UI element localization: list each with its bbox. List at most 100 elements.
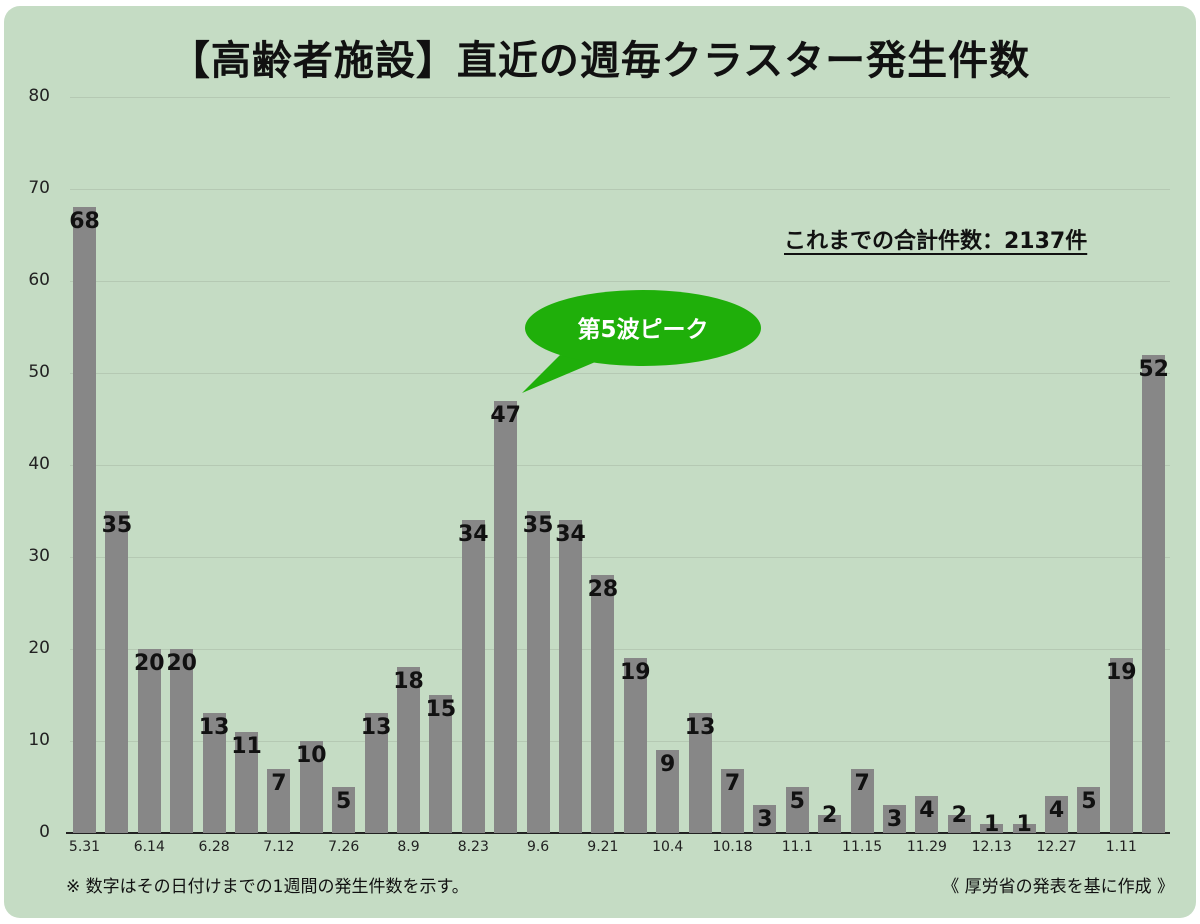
bar-value-label: 11 <box>231 733 262 759</box>
bar-value-label: 13 <box>684 715 716 741</box>
x-tick-label: 1.11 <box>1105 839 1137 855</box>
gridline <box>70 557 1170 558</box>
bar <box>1142 354 1166 833</box>
bar <box>267 768 291 833</box>
chart-title: 【高齢者施設】直近の週毎クラスター発生件数 <box>169 38 1031 84</box>
x-tick-label: 11.1 <box>781 839 813 855</box>
y-tick-label: 50 <box>28 362 50 382</box>
bar-value-label: 68 <box>69 209 100 235</box>
y-tick-label: 10 <box>28 730 50 750</box>
callout-bubble <box>525 290 761 366</box>
bar <box>850 768 874 833</box>
bar <box>170 649 194 833</box>
bar-value-label: 13 <box>360 715 392 741</box>
bar <box>818 814 842 833</box>
bar-value-label: 7 <box>271 770 287 796</box>
bar-value-label: 5 <box>1081 789 1097 814</box>
bar <box>299 741 323 833</box>
y-tick-label: 70 <box>28 178 50 198</box>
bar <box>623 658 647 833</box>
bar <box>980 823 1004 833</box>
bar <box>591 575 615 833</box>
gridline <box>70 649 1170 650</box>
x-tick-label: 7.26 <box>328 839 360 855</box>
bar <box>915 796 939 833</box>
gridline <box>70 281 1170 282</box>
gridline <box>70 189 1170 190</box>
footnote: ※ 数字はその日付けまでの1週間の発生件数を示す。 <box>66 877 469 897</box>
bar-value-label: 18 <box>393 669 424 695</box>
bar-value-label: 7 <box>724 770 741 796</box>
bar-value-label: 2 <box>951 802 967 828</box>
bar-value-label: 3 <box>886 807 903 833</box>
bar-value-label: 2 <box>822 802 838 828</box>
bar <box>364 713 388 833</box>
bar-value-label: 7 <box>854 770 870 796</box>
total-count-label: これまでの合計件数：2137件 <box>784 229 1088 254</box>
bar <box>1109 658 1133 833</box>
bar-value-label: 47 <box>490 402 521 428</box>
bar <box>202 713 226 833</box>
x-tick-label: 9.21 <box>587 839 619 855</box>
bar-value-label: 1 <box>1016 811 1032 837</box>
x-tick-label: 7.12 <box>263 839 295 855</box>
bar <box>105 511 129 833</box>
plot-area: 0 10 20 30 40 50 60 70 80 68 35 20 20 13 11 7 10 5 13 18 15 3… <box>28 86 1170 855</box>
bar-value-label: 4 <box>919 798 935 824</box>
y-tick-label: 60 <box>28 270 50 290</box>
bar <box>332 787 356 833</box>
bar-value-label: 3 <box>757 807 773 833</box>
bar-value-label: 5 <box>336 789 352 814</box>
gridline <box>70 373 1170 374</box>
bar-value-label: 5 <box>789 789 805 814</box>
bar-value-label: 52 <box>1138 356 1169 382</box>
bar-value-label: 35 <box>522 513 554 538</box>
bar <box>1045 796 1068 833</box>
bar <box>753 805 777 833</box>
bar <box>1077 787 1101 833</box>
gridline <box>70 741 1170 742</box>
y-tick-label: 80 <box>28 86 50 106</box>
bar <box>397 667 420 833</box>
bar <box>235 731 258 833</box>
bar <box>429 695 453 833</box>
bar-value-label: 9 <box>660 752 676 778</box>
x-tick-label: 6.14 <box>133 839 165 855</box>
y-tick-label: 40 <box>28 454 50 474</box>
x-tick-label: 11.15 <box>842 839 883 855</box>
x-tick-label: 11.29 <box>906 839 947 855</box>
bar-value-label: 28 <box>587 577 619 603</box>
x-tick-label: 5.31 <box>68 839 101 855</box>
bar <box>1012 823 1036 833</box>
gridline <box>70 97 1170 98</box>
bar-value-label: 15 <box>425 697 457 722</box>
bar <box>494 400 518 833</box>
bar-value-label: 35 <box>101 513 133 538</box>
y-tick-label: 0 <box>39 822 50 842</box>
bar-value-label: 34 <box>555 522 586 548</box>
x-tick-label: 9.6 <box>526 839 550 855</box>
bar-value-label: 19 <box>619 660 651 686</box>
y-tick-label: 30 <box>28 546 50 566</box>
bar-value-label: 20 <box>166 651 197 676</box>
callout-text: 第5波ピーク <box>577 317 709 343</box>
bar <box>137 649 161 833</box>
bar-value-label: 4 <box>1048 798 1065 824</box>
bar <box>73 207 96 833</box>
x-tick-label: 12.13 <box>971 839 1012 855</box>
bar-value-label: 10 <box>295 743 327 768</box>
source-note: 《 厚労省の発表を基に作成 》 <box>942 877 1174 897</box>
x-tick-label: 8.9 <box>397 839 420 855</box>
x-tick-label: 8.23 <box>457 839 489 855</box>
bar <box>721 768 744 833</box>
bar <box>947 814 971 833</box>
bar <box>526 511 550 833</box>
bar-value-label: 20 <box>133 651 165 676</box>
bar <box>656 750 680 833</box>
bar <box>785 787 809 833</box>
y-tick-label: 20 <box>28 638 50 658</box>
bar <box>688 713 712 833</box>
bar-value-label: 13 <box>198 715 230 741</box>
bar-value-label: 1 <box>984 811 1000 837</box>
